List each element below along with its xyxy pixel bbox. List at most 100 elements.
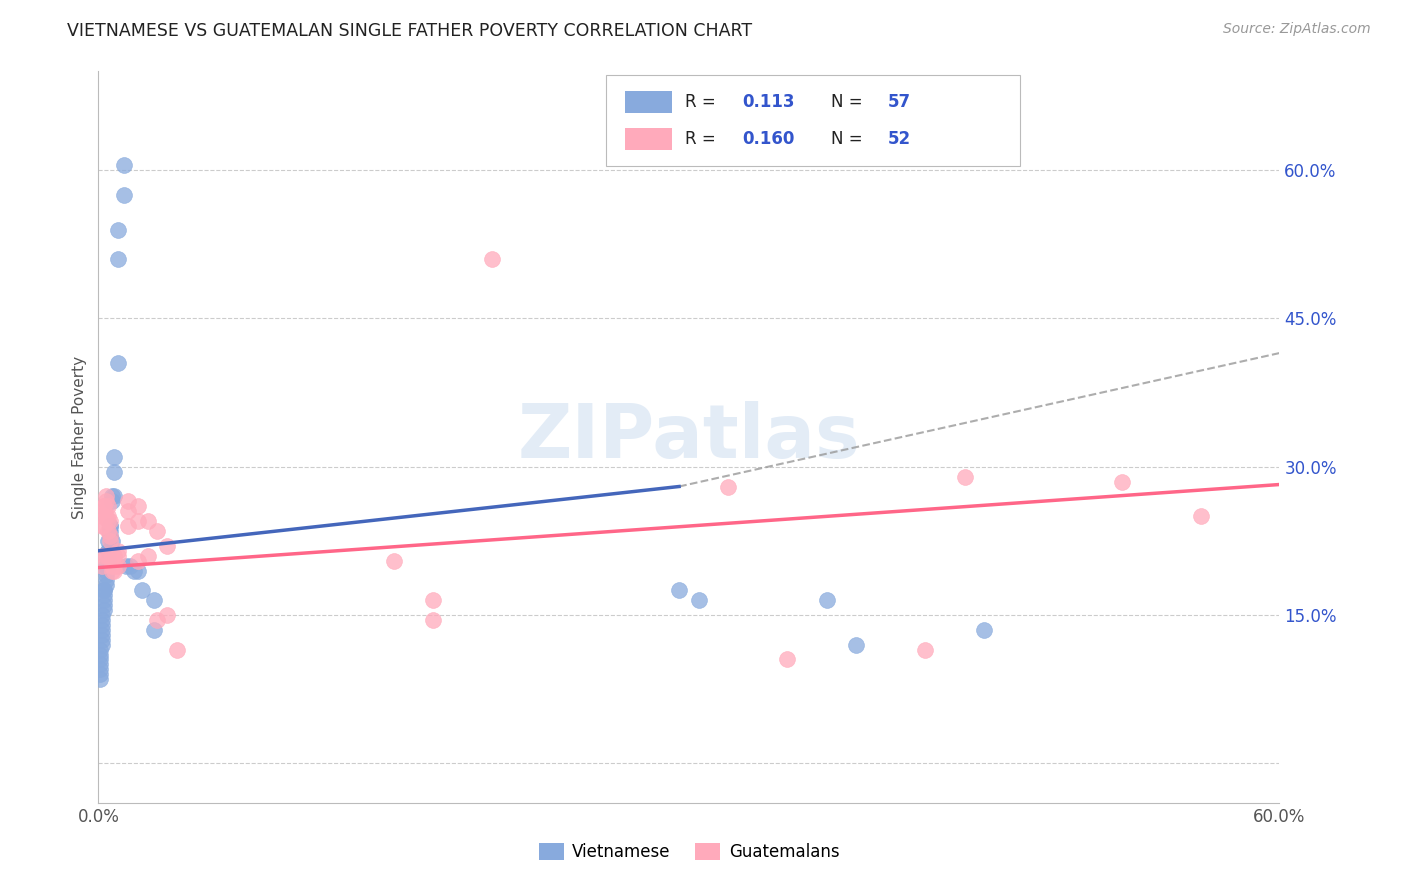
Point — [166, 642, 188, 657]
Point — [1189, 509, 1212, 524]
Text: R =: R = — [685, 94, 721, 112]
Point — [93, 519, 115, 533]
Point — [96, 574, 118, 588]
Point — [103, 489, 125, 503]
Point — [91, 618, 114, 632]
Point — [117, 504, 139, 518]
Point — [89, 648, 111, 662]
Point — [127, 514, 149, 528]
Point — [97, 524, 120, 538]
Point — [115, 558, 138, 573]
Point — [93, 603, 115, 617]
Point — [131, 583, 153, 598]
Point — [98, 524, 121, 538]
Point — [97, 558, 120, 573]
Point — [96, 558, 118, 573]
Text: 52: 52 — [887, 130, 911, 148]
Point — [96, 549, 118, 563]
Point — [422, 613, 444, 627]
Point — [98, 529, 121, 543]
Point — [103, 558, 125, 573]
Point — [117, 519, 139, 533]
Point — [91, 613, 114, 627]
Text: N =: N = — [831, 94, 868, 112]
Point — [112, 188, 135, 202]
Point — [136, 549, 159, 563]
Point — [93, 593, 115, 607]
Point — [91, 509, 114, 524]
Point — [103, 450, 125, 464]
Point — [96, 564, 118, 578]
Point — [91, 519, 114, 533]
Text: 57: 57 — [887, 94, 911, 112]
FancyBboxPatch shape — [626, 128, 672, 151]
Point — [127, 554, 149, 568]
Point — [98, 529, 121, 543]
Point — [146, 524, 169, 538]
Point — [91, 628, 114, 642]
Point — [845, 638, 868, 652]
Point — [107, 549, 129, 563]
Point — [103, 549, 125, 563]
Text: R =: R = — [685, 130, 721, 148]
Point — [93, 588, 115, 602]
Point — [98, 519, 121, 533]
Point — [91, 632, 114, 647]
Point — [98, 514, 121, 528]
Point — [93, 504, 115, 518]
Point — [481, 252, 503, 267]
Point — [89, 652, 111, 666]
Point — [107, 252, 129, 267]
Text: 0.113: 0.113 — [742, 94, 794, 112]
Point — [101, 549, 124, 563]
Point — [112, 158, 135, 172]
Point — [101, 494, 124, 508]
Text: N =: N = — [831, 130, 868, 148]
Point — [422, 593, 444, 607]
Point — [98, 533, 121, 548]
Point — [156, 607, 179, 622]
Point — [103, 465, 125, 479]
Point — [953, 469, 976, 483]
Point — [97, 509, 120, 524]
Point — [96, 494, 118, 508]
Point — [96, 578, 118, 592]
Point — [89, 672, 111, 686]
Point — [142, 593, 165, 607]
Point — [107, 558, 129, 573]
Point — [97, 533, 120, 548]
Point — [97, 514, 120, 528]
Point — [103, 564, 125, 578]
Point — [101, 558, 124, 573]
Point — [127, 500, 149, 514]
Point — [107, 222, 129, 236]
Point — [89, 667, 111, 681]
Point — [97, 554, 120, 568]
Point — [96, 509, 118, 524]
Point — [118, 558, 141, 573]
Point — [127, 564, 149, 578]
Legend: Vietnamese, Guatemalans: Vietnamese, Guatemalans — [531, 836, 846, 868]
Point — [97, 543, 120, 558]
Point — [815, 593, 838, 607]
Point — [89, 642, 111, 657]
Point — [382, 554, 405, 568]
Point — [142, 623, 165, 637]
Point — [96, 568, 118, 582]
Point — [973, 623, 995, 637]
Point — [91, 638, 114, 652]
Point — [101, 489, 124, 503]
Point — [101, 533, 124, 548]
Point — [776, 652, 799, 666]
Point — [122, 564, 145, 578]
Point — [688, 593, 710, 607]
Point — [89, 657, 111, 672]
Point — [93, 500, 115, 514]
Text: 0.160: 0.160 — [742, 130, 794, 148]
Text: VIETNAMESE VS GUATEMALAN SINGLE FATHER POVERTY CORRELATION CHART: VIETNAMESE VS GUATEMALAN SINGLE FATHER P… — [67, 22, 752, 40]
Point — [97, 500, 120, 514]
Point — [93, 583, 115, 598]
Point — [89, 662, 111, 676]
FancyBboxPatch shape — [606, 75, 1019, 167]
Point — [98, 519, 121, 533]
